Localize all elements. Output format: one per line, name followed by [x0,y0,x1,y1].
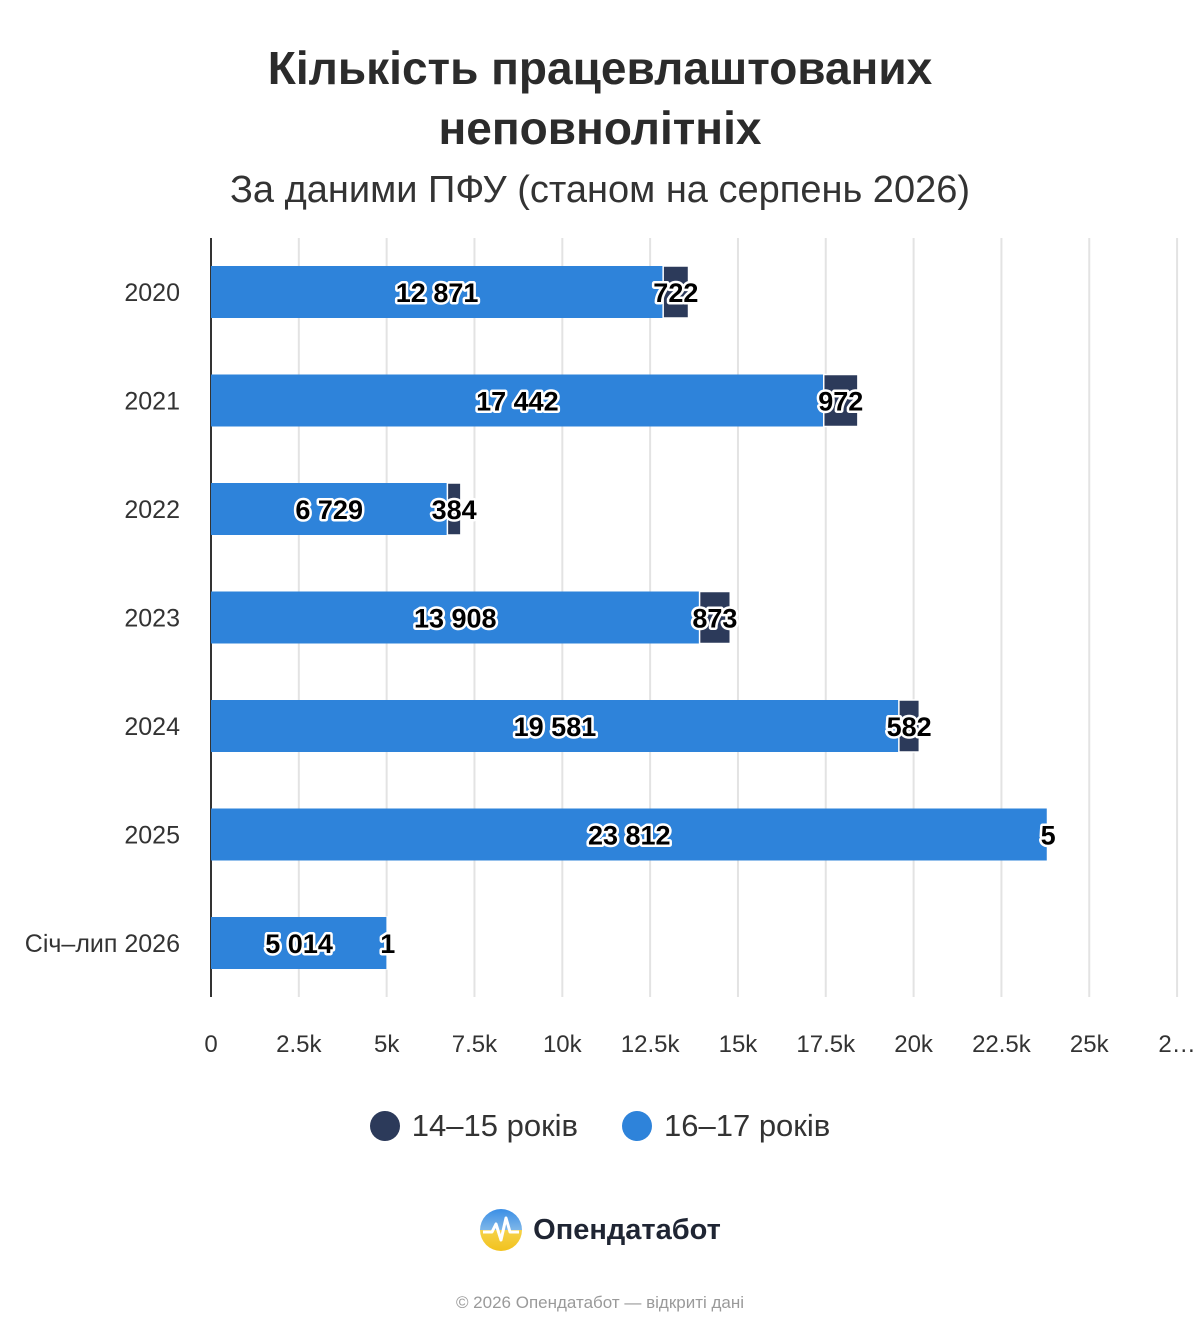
category-label: 2022 [124,496,180,524]
x-tick-label: 0 [204,1031,217,1058]
data-label-16-17: 6 729 [295,495,363,525]
bar-14-15[interactable] [662,265,690,319]
bar-16-17[interactable] [211,917,388,969]
bar-16-17[interactable] [211,374,824,427]
bar-16-17[interactable] [211,700,899,752]
category-label: 2021 [124,388,180,416]
bar-14-15[interactable] [698,590,732,645]
data-labels: 12 871 722 17 442 972 6 729 384 13 908 873 19 58… [263,276,1058,962]
bar-14-15[interactable] [898,699,921,753]
brand-logo: Опендатабот [0,1208,1200,1252]
data-label-16-17: 19 581 [514,712,597,742]
footer-copyright: © 2026 Опендатабот — відкриті дані [455,1293,745,1312]
category-label: 2024 [124,713,180,741]
category-labels: 2020 2021 2022 2023 2024 2025 Січ–лип 2026 [25,279,180,958]
x-tick-label: 25k [1070,1031,1110,1058]
data-label-16-17: 17 442 [476,387,559,417]
x-tick-labels: 0 2.5k 5k 7.5k 10k 12.5k 15k 17.5k 20k 22.5k 25k 2… [204,1031,1195,1058]
bar-chart: 2020 2021 2022 2023 2024 2025 Січ–лип 2026 0 2.… [25,238,1196,1058]
legend-dot-16-17 [622,1111,652,1141]
bar-14-15[interactable] [386,916,390,970]
data-label-14-15: 5 [1041,821,1056,851]
data-label-16-17: 5 014 [265,929,333,959]
legend-item-16-17[interactable]: 16–17 років [622,1108,830,1144]
bars [211,265,1050,970]
data-label-14-15: 722 [653,278,698,308]
bar-16-17[interactable] [211,808,1048,861]
category-label: Січ–лип 2026 [25,930,180,958]
legend-label-14-15: 14–15 років [411,1108,578,1143]
chart-title-line-2: неповнолітніх [438,102,762,154]
chart-subtitle: За даними ПФУ (станом на серпень 2026) [229,169,971,211]
data-label-16-17: 23 812 [588,821,671,851]
category-label: 2020 [124,279,180,307]
x-tick-label: 2… [1158,1031,1195,1058]
data-label-14-15: 972 [818,387,863,417]
x-tick-label: 15k [719,1031,759,1058]
x-tick-label: 17.5k [796,1031,856,1058]
legend-dot-14-15 [369,1111,400,1141]
logo-text: Опендатабот [533,1213,721,1246]
bar-14-15[interactable] [1046,807,1050,862]
x-tick-label: 5k [374,1031,400,1058]
data-label-14-15: 1 [380,929,395,959]
bar-16-17[interactable] [211,266,664,318]
legend-item-14-15[interactable]: 14–15 років [369,1108,578,1144]
category-label: 2025 [124,822,180,850]
opendatabot-logo-icon [480,1209,523,1251]
x-tick-label: 2.5k [276,1031,322,1058]
bar-14-15[interactable] [446,482,462,536]
bar-16-17[interactable] [211,591,700,644]
chart-title-line-1: Кількість працевлаштованих [267,42,933,94]
category-label: 2023 [124,605,180,633]
data-label-14-15: 384 [432,495,477,525]
x-tick-label: 22.5k [972,1031,1032,1058]
bar-16-17[interactable] [211,483,448,535]
x-tick-label: 7.5k [452,1031,498,1058]
legend: 14–15 років 16–17 років [0,1108,1200,1144]
x-tick-label: 10k [543,1031,583,1058]
data-label-16-17: 13 908 [414,604,497,634]
legend-label-16-17: 16–17 років [664,1108,831,1143]
chart-title: Кількість працевлаштованих неповнолітніх [0,38,1200,158]
data-label-14-15: 873 [692,604,737,634]
x-tick-label: 20k [894,1031,934,1058]
x-tick-label: 12.5k [621,1031,681,1058]
data-label-16-17: 12 871 [396,278,479,308]
bar-14-15[interactable] [822,373,859,428]
data-label-14-15: 582 [887,712,932,742]
